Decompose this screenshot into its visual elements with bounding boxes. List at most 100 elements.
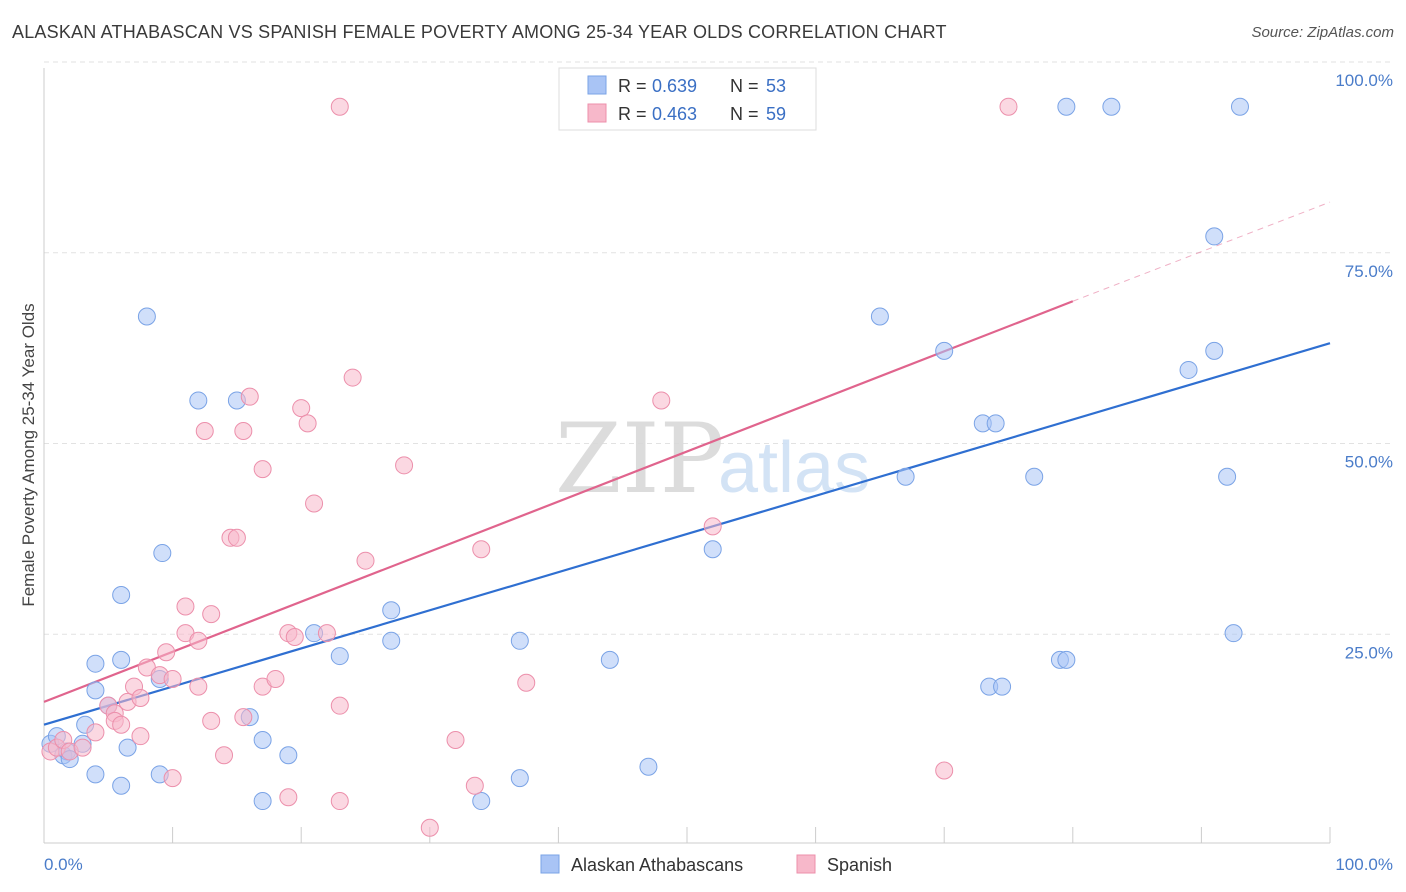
point-spanish-56 (935, 761, 954, 780)
point-athabascan-33 (639, 757, 658, 776)
point-athabascan-8 (86, 681, 105, 700)
point-athabascan-50 (1218, 467, 1237, 486)
point-spanish-22 (189, 677, 208, 696)
legend-swatch-athabascan (587, 75, 607, 95)
point-athabascan-48 (1205, 227, 1224, 246)
point-athabascan-45 (1057, 97, 1076, 116)
point-spanish-42 (330, 696, 349, 715)
legend-r-label-2: R = (618, 104, 647, 124)
data-points (41, 97, 1249, 837)
point-spanish-38 (292, 399, 311, 418)
point-spanish-4 (73, 738, 92, 757)
point-spanish-24 (202, 605, 221, 624)
point-athabascan-29 (472, 792, 491, 811)
point-athabascan-47 (1179, 360, 1198, 379)
point-athabascan-26 (330, 647, 349, 666)
y-tick-label-1: 50.0% (1345, 453, 1393, 472)
point-spanish-18 (163, 769, 182, 788)
point-athabascan-34 (703, 540, 722, 559)
point-spanish-45 (343, 368, 362, 387)
point-athabascan-51 (1224, 624, 1243, 643)
point-spanish-28 (227, 528, 246, 547)
point-spanish-5 (86, 723, 105, 742)
legend-bottom: Alaskan Athabascans Spanish (540, 854, 892, 875)
point-spanish-55 (703, 517, 722, 536)
trend-line-ext-spanish (1072, 201, 1331, 302)
point-spanish-31 (240, 387, 259, 406)
point-spanish-43 (330, 792, 349, 811)
legend-swatch-spanish (587, 103, 607, 123)
trend-line-athabascan (43, 342, 1331, 726)
point-athabascan-27 (382, 601, 401, 620)
point-athabascan-9 (86, 654, 105, 673)
point-spanish-12 (131, 689, 150, 708)
point-spanish-48 (420, 818, 439, 837)
point-athabascan-31 (510, 631, 529, 650)
point-spanish-37 (285, 627, 304, 646)
point-spanish-32 (253, 460, 272, 479)
point-spanish-34 (266, 669, 285, 688)
point-athabascan-36 (896, 467, 915, 486)
point-athabascan-42 (1025, 467, 1044, 486)
point-spanish-17 (163, 669, 182, 688)
legend-r-label-1: R = (618, 76, 647, 96)
trend-lines (43, 201, 1331, 726)
watermark: ZIP atlas (555, 403, 870, 515)
y-axis-label: Female Poverty Among 25-34 Year Olds (19, 303, 38, 606)
point-athabascan-39 (986, 414, 1005, 433)
point-athabascan-12 (112, 586, 131, 605)
point-spanish-47 (395, 456, 414, 475)
point-athabascan-30 (510, 769, 529, 788)
point-athabascan-22 (253, 730, 272, 749)
point-athabascan-15 (137, 307, 156, 326)
bottom-legend-swatch-athabascan (540, 854, 560, 874)
point-spanish-16 (157, 643, 176, 662)
point-spanish-49 (446, 730, 465, 749)
point-spanish-52 (517, 673, 536, 692)
point-spanish-57 (999, 97, 1018, 116)
point-athabascan-52 (1230, 97, 1249, 116)
point-spanish-9 (112, 715, 131, 734)
point-athabascan-37 (935, 341, 954, 360)
point-athabascan-35 (870, 307, 889, 326)
watermark-zip: ZIP (555, 403, 724, 515)
point-spanish-20 (176, 597, 195, 616)
point-athabascan-24 (279, 746, 298, 765)
chart-title: ALASKAN ATHABASCAN VS SPANISH FEMALE POV… (12, 22, 947, 42)
point-spanish-46 (356, 551, 375, 570)
point-spanish-40 (305, 494, 324, 513)
grid-lines (44, 61, 1394, 635)
legend-n-label-1: N = (730, 76, 759, 96)
point-athabascan-11 (112, 776, 131, 795)
point-spanish-50 (465, 776, 484, 795)
legend-n-label-2: N = (730, 104, 759, 124)
point-spanish-13 (131, 727, 150, 746)
x-tick-label-0: 0.0% (44, 855, 83, 874)
point-spanish-23 (195, 421, 214, 440)
point-spanish-39 (298, 414, 317, 433)
x-tick-label-1: 100.0% (1335, 855, 1393, 874)
point-athabascan-18 (153, 544, 172, 563)
point-athabascan-44 (1057, 650, 1076, 669)
point-athabascan-7 (86, 765, 105, 784)
point-spanish-41 (317, 624, 336, 643)
legend-n-value-2: 59 (766, 104, 786, 124)
y-tick-label-3: 100.0% (1335, 71, 1393, 90)
bottom-legend-label-athabascan: Alaskan Athabascans (571, 855, 743, 875)
point-athabascan-49 (1205, 341, 1224, 360)
y-tick-label-2: 75.0% (1345, 262, 1393, 281)
point-athabascan-14 (118, 738, 137, 757)
watermark-atlas: atlas (718, 428, 870, 508)
bottom-legend-swatch-spanish (796, 854, 816, 874)
point-athabascan-19 (189, 391, 208, 410)
point-athabascan-46 (1102, 97, 1121, 116)
legend-r-value-1: 0.639 (652, 76, 697, 96)
y-tick-label-0: 25.0% (1345, 643, 1393, 662)
point-athabascan-23 (253, 792, 272, 811)
point-spanish-36 (279, 788, 298, 807)
trend-line-spanish (43, 300, 1074, 703)
point-spanish-30 (234, 421, 253, 440)
bottom-legend-label-spanish: Spanish (827, 855, 892, 875)
chart-source: Source: ZipAtlas.com (1251, 24, 1394, 41)
